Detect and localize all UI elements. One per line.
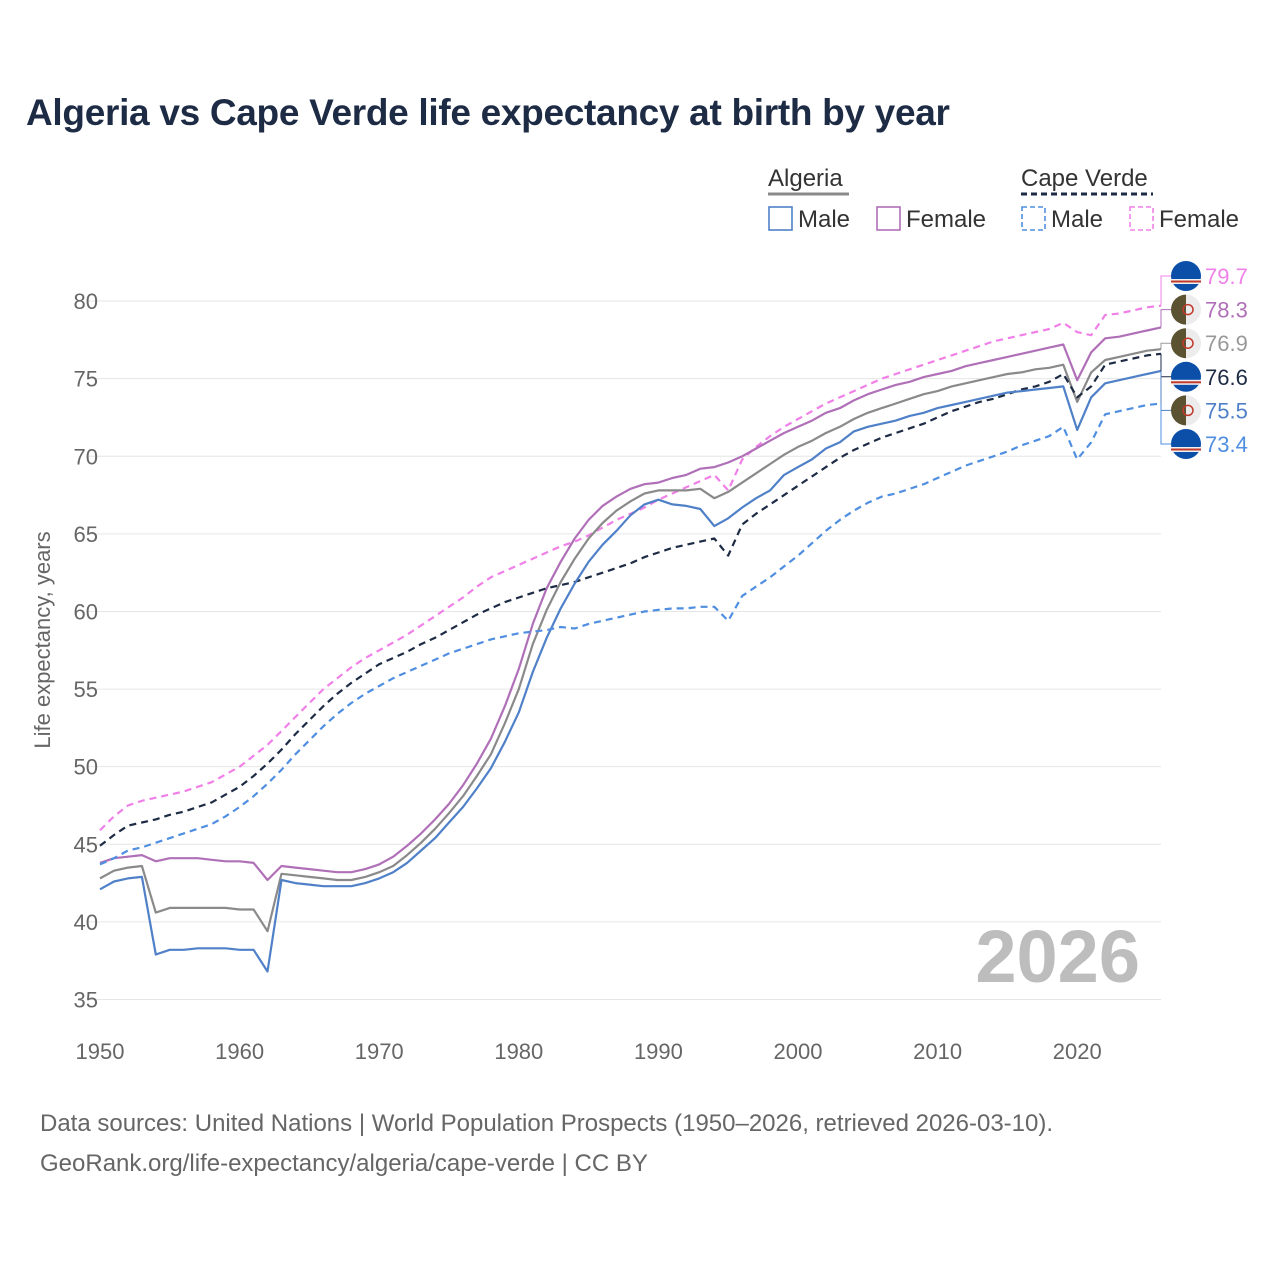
series-lines: [99, 304, 1162, 973]
cape-verde-flag-icon: [1171, 261, 1201, 291]
legend-swatch: [768, 206, 793, 231]
end-label-value: 76.6: [1205, 365, 1248, 390]
y-tick-label: 40: [74, 910, 98, 935]
footer: Data sources: United Nations | World Pop…: [40, 1104, 1053, 1184]
y-tick-label: 35: [74, 987, 98, 1012]
end-label-connector: [1160, 309, 1172, 328]
y-tick-label: 70: [74, 444, 98, 469]
algeria-flag-icon: [1171, 328, 1201, 359]
legend-item-label: Male: [798, 206, 850, 233]
x-tick-label: 2010: [913, 1039, 962, 1064]
chart-title: Algeria vs Cape Verde life expectancy at…: [26, 92, 950, 133]
end-labels: 79.7 78.3 76.9 76.6 75.5 73.4: [1160, 261, 1248, 459]
legend-item-label: Female: [1159, 206, 1239, 233]
y-tick-label: 80: [74, 289, 98, 314]
series-line-algeria_female: [99, 326, 1162, 882]
legend-swatch: [1021, 206, 1046, 231]
legend-item-label: Female: [906, 206, 986, 233]
cape-verde-flag-icon: [1171, 429, 1201, 459]
x-tick-label: 1990: [634, 1039, 683, 1064]
y-tick-label: 65: [74, 522, 98, 547]
series-line-cape_verde_total: [99, 352, 1162, 847]
y-tick-label: 75: [74, 367, 98, 392]
end-label-value: 76.9: [1205, 331, 1248, 356]
year-label: 2026: [975, 915, 1140, 998]
series-line-algeria_total: [99, 348, 1162, 933]
cape-verde-flag-icon: [1171, 361, 1201, 392]
end-label-connector: [1160, 342, 1172, 350]
y-tick-label: 60: [74, 599, 98, 624]
end-label-connector: [1160, 275, 1172, 306]
legend-item-label: Male: [1051, 206, 1103, 233]
source-link: GeoRank.org/life-expectancy/algeria/cape…: [40, 1150, 648, 1177]
end-label-connector: [1160, 353, 1172, 378]
x-tick-label: 1970: [355, 1039, 404, 1064]
y-axis-ticks: 35 40 45 50 55 60 65 70 75 80: [74, 289, 98, 1012]
x-tick-label: 1950: [76, 1039, 125, 1064]
series-line-algeria_male: [99, 369, 1162, 973]
y-tick-label: 50: [74, 755, 98, 780]
y-tick-label: 45: [74, 832, 98, 857]
x-axis-ticks: 1950 1960 1970 1980 1990 2000 2010 2020: [76, 1039, 1102, 1064]
end-label-connector: [1160, 403, 1172, 445]
series-line-cape_verde_male: [99, 402, 1162, 866]
legend-group-title: Algeria: [768, 165, 843, 192]
y-tick-label: 55: [74, 677, 98, 702]
legend: Algeria Male Female Cape Verde Male Female: [768, 165, 1239, 233]
end-label-value: 75.5: [1205, 398, 1248, 423]
y-axis-label: Life expectancy, years: [30, 531, 55, 748]
x-tick-label: 2020: [1053, 1039, 1102, 1064]
legend-swatch: [1129, 206, 1154, 231]
algeria-flag-icon: [1171, 395, 1201, 426]
data-source-note: Data sources: United Nations | World Pop…: [40, 1110, 1054, 1137]
x-tick-label: 2000: [774, 1039, 823, 1064]
legend-swatch: [876, 206, 901, 231]
series-line-cape_verde_female: [99, 304, 1162, 832]
grid-lines: [88, 300, 1161, 1000]
end-label-value: 79.7: [1205, 264, 1248, 289]
x-tick-label: 1980: [494, 1039, 543, 1064]
legend-group-title: Cape Verde: [1021, 165, 1148, 192]
x-tick-label: 1960: [215, 1039, 264, 1064]
end-label-value: 78.3: [1205, 298, 1248, 323]
algeria-flag-icon: [1171, 294, 1201, 325]
end-label-value: 73.4: [1205, 432, 1248, 457]
